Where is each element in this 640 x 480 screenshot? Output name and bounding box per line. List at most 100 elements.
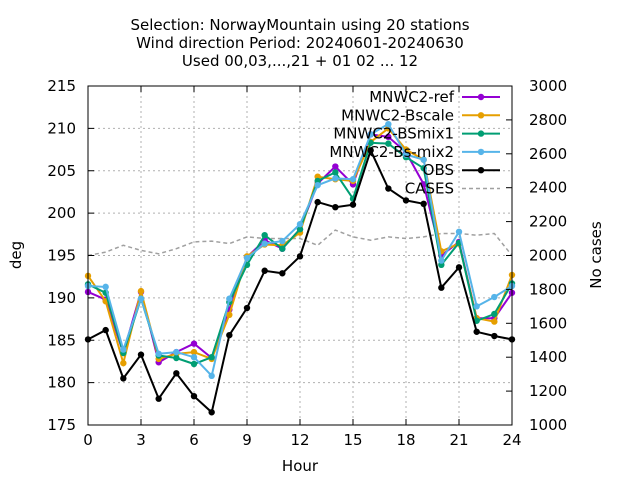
x-tick-label: 24 — [502, 431, 521, 449]
y2-tick-label: 1400 — [529, 348, 567, 366]
plot-frame — [87, 85, 513, 426]
y2-tick-label: 1800 — [529, 280, 567, 298]
data-point — [385, 185, 392, 192]
data-point — [491, 332, 498, 340]
data-point — [473, 328, 480, 335]
data-point — [190, 340, 198, 347]
chart-title-line-1: Selection: NorwayMountain using 20 stati… — [130, 16, 469, 34]
data-point — [120, 346, 127, 353]
chart-title-line-3: Used 00,03,...,21 + 01 02 ... 12 — [182, 52, 418, 70]
y-tick-label: 180 — [47, 374, 76, 392]
data-point — [279, 245, 286, 252]
data-point — [367, 131, 374, 138]
y2-tick-label: 2000 — [529, 247, 567, 265]
data-point — [385, 140, 392, 147]
data-point — [261, 240, 268, 247]
grid — [88, 86, 512, 425]
x-tick-label: 0 — [83, 431, 93, 449]
data-point — [402, 151, 410, 158]
legend-entry-obs: OBS — [423, 161, 500, 179]
data-point — [438, 284, 445, 291]
data-point — [332, 169, 339, 176]
y2-axis-label: No cases — [587, 221, 605, 289]
x-tick-label: 15 — [343, 431, 362, 449]
data-point — [473, 303, 480, 310]
legend: MNWC2-refMNWC2-BscaleMNWC2-BSmix1MNWC2-B… — [329, 88, 500, 198]
x-tick-label: 6 — [189, 431, 199, 449]
data-point — [332, 163, 339, 170]
data-point — [120, 375, 127, 382]
data-point — [190, 348, 198, 356]
series-mnwc2-bs-mix2 — [84, 120, 516, 380]
y2-tick-label: 2800 — [529, 111, 567, 129]
legend-entry-mnwc2-ref: MNWC2-ref — [369, 88, 500, 106]
data-point — [208, 409, 215, 416]
data-point — [314, 181, 321, 189]
data-point — [402, 197, 410, 204]
x-tick-label: 9 — [242, 431, 252, 449]
data-point — [296, 253, 304, 260]
y-tick-label: 205 — [47, 162, 76, 180]
legend-label: MNWC2-BSmix1 — [333, 125, 454, 143]
data-point — [137, 351, 145, 358]
data-point — [155, 395, 162, 402]
y-tick-label: 215 — [47, 77, 76, 95]
x-axis-label: Hour — [282, 457, 319, 475]
legend-entry-mnwc2-bs-mix2: MNWC2-Bs-mix2 — [329, 143, 500, 161]
data-point — [208, 354, 215, 361]
y2-tick-label: 2200 — [529, 213, 567, 231]
data-point — [261, 267, 268, 274]
data-point — [455, 228, 463, 235]
data-point — [279, 270, 286, 277]
series-obs — [84, 147, 516, 416]
data-point — [349, 176, 357, 183]
data-point — [261, 231, 268, 239]
data-point — [491, 293, 498, 301]
data-point — [296, 220, 304, 228]
data-point — [173, 370, 180, 377]
data-point — [296, 226, 304, 233]
legend-label: OBS — [423, 161, 454, 179]
series-layer — [84, 120, 516, 416]
y2-tick-label: 1000 — [529, 416, 567, 434]
data-point — [137, 287, 145, 295]
data-point — [332, 175, 339, 182]
y-tick-label: 200 — [47, 204, 76, 222]
legend-entry-mnwc2-bsmix1: MNWC2-BSmix1 — [333, 125, 500, 143]
data-point — [420, 181, 427, 188]
data-point — [190, 360, 198, 368]
data-point — [155, 350, 162, 358]
data-point — [349, 201, 357, 208]
data-point — [243, 254, 251, 262]
y-tick-label: 190 — [47, 289, 76, 307]
data-point — [173, 354, 180, 362]
legend-marker — [477, 167, 485, 174]
series-line-cases — [87, 229, 513, 257]
data-point — [491, 310, 498, 318]
legend-marker — [477, 130, 485, 137]
y-tick-label: 175 — [47, 416, 76, 434]
y-tick-label: 185 — [47, 331, 76, 349]
legend-label: MNWC2-Bscale — [341, 106, 454, 124]
data-point — [438, 257, 445, 264]
data-point — [314, 198, 321, 206]
legend-marker — [477, 112, 485, 119]
data-point — [190, 354, 198, 361]
legend-marker — [477, 148, 485, 156]
legend-label: MNWC2-Bs-mix2 — [329, 143, 454, 161]
y2-tick-label: 2600 — [529, 145, 567, 163]
data-point — [226, 331, 233, 339]
x-tick-label: 12 — [290, 431, 309, 449]
data-point — [120, 359, 127, 367]
y-tick-label: 195 — [47, 247, 76, 265]
data-point — [243, 304, 251, 312]
data-point — [190, 392, 198, 400]
x-tick-label: 18 — [396, 431, 415, 449]
data-point — [102, 326, 109, 334]
y2-tick-label: 3000 — [529, 77, 567, 95]
data-point — [491, 318, 498, 325]
data-point — [455, 264, 463, 271]
data-point — [367, 139, 374, 146]
legend-entry-cases: CASES — [405, 180, 500, 198]
